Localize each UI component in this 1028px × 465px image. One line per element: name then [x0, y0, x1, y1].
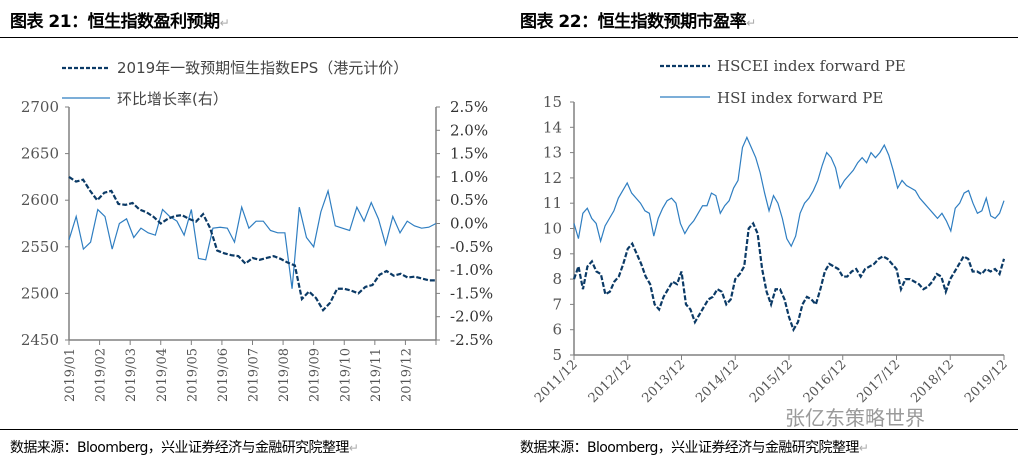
y-tick-label: 2650 [21, 145, 59, 163]
y-tick-label: 9 [552, 245, 562, 263]
y2-tick-label: -1.0% [450, 261, 493, 279]
eps-forecast-line [68, 175, 436, 312]
x-tick-label: 2019/10 [338, 348, 353, 402]
y2-tick-label: 2.5% [450, 98, 488, 116]
x-tick-label: 2014/12 [693, 357, 742, 406]
y-tick-label: 7 [552, 295, 562, 313]
y-tick-label: 12 [543, 169, 562, 187]
y-tick-label: 15 [543, 93, 562, 111]
x-tick-label: 2019/07 [247, 348, 262, 402]
left-source-note: 数据来源：Bloomberg，兴业证券经济与金融研究院整理↵ [10, 440, 359, 456]
legend-growth-label: 环比增长率(右） [117, 90, 228, 108]
x-tick-label: 2018/12 [908, 357, 957, 406]
x-tick-label: 2019/06 [216, 348, 231, 402]
y2-tick-label: -2.0% [450, 308, 493, 326]
x-tick-label: 2019/03 [124, 348, 139, 402]
x-tick-label: 2019/01 [63, 348, 78, 402]
x-tick-label: 2012/12 [586, 357, 635, 406]
y2-tick-label: 0.5% [450, 191, 488, 209]
x-tick-label: 2019/11 [369, 348, 384, 402]
y-tick-label: 2600 [21, 191, 59, 209]
watermark: 张亿东策略世界 [785, 406, 925, 430]
y-tick-label: 2450 [21, 331, 59, 349]
x-tick-label: 2019/02 [94, 348, 109, 402]
footer-rule [0, 429, 1018, 430]
legend-hscei-label: HSCEI index forward PE [717, 57, 906, 75]
y-tick-label: 8 [552, 270, 562, 288]
x-tick-label: 2019/09 [308, 348, 323, 402]
y-tick-label: 2500 [21, 284, 59, 302]
right-chart-title: 图表 22：恒生指数预期市盈率↵ [520, 12, 756, 32]
hsi-pe-line [573, 135, 1005, 248]
y-tick-label: 10 [543, 220, 562, 238]
x-tick-label: 2019/05 [185, 348, 200, 402]
y2-tick-label: 0.0% [450, 215, 488, 233]
y2-tick-label: -1.5% [450, 284, 493, 302]
right-source-note: 数据来源：Bloomberg，兴业证券经济与金融研究院整理↵ [520, 440, 869, 456]
x-tick-label: 2011/12 [532, 357, 581, 406]
x-tick-label: 2013/12 [640, 357, 689, 406]
x-tick-label: 2017/12 [855, 357, 904, 406]
y2-tick-label: -0.5% [450, 238, 493, 256]
x-tick-label: 2019/12 [962, 357, 1011, 406]
y-tick-label: 14 [543, 118, 562, 136]
y-tick-label: 11 [543, 194, 562, 212]
x-tick-label: 2016/12 [801, 357, 850, 406]
y2-tick-label: -2.5% [450, 331, 493, 349]
x-tick-label: 2019/12 [399, 348, 414, 402]
x-tick-label: 2015/12 [747, 357, 796, 406]
y-tick-label: 2700 [21, 98, 59, 116]
y-tick-label: 5 [552, 346, 562, 364]
y2-tick-label: 1.5% [450, 145, 488, 163]
y-tick-label: 13 [543, 144, 562, 162]
growth-rate-line [68, 188, 437, 289]
x-tick-label: 2019/04 [155, 348, 170, 402]
y-tick-label: 2550 [21, 238, 59, 256]
y2-tick-label: 1.0% [450, 168, 488, 186]
left-chart: 2450 2500 2550 2600 2650 2700 -2.5% -2.0% -1.5% -… [21, 59, 493, 402]
header-rule [0, 37, 1018, 38]
legend-hsi-label: HSI index forward PE [717, 89, 883, 107]
y-tick-label: 6 [552, 321, 562, 339]
y2-tick-label: 2.0% [450, 121, 488, 139]
x-tick-label: 2019/08 [277, 348, 292, 402]
hscei-pe-line [572, 221, 1006, 333]
legend-eps-label: 2019年一致预期恒生指数EPS（港元计价） [117, 59, 408, 77]
left-chart-title: 图表 21：恒生指数盈利预期↵ [10, 12, 230, 32]
